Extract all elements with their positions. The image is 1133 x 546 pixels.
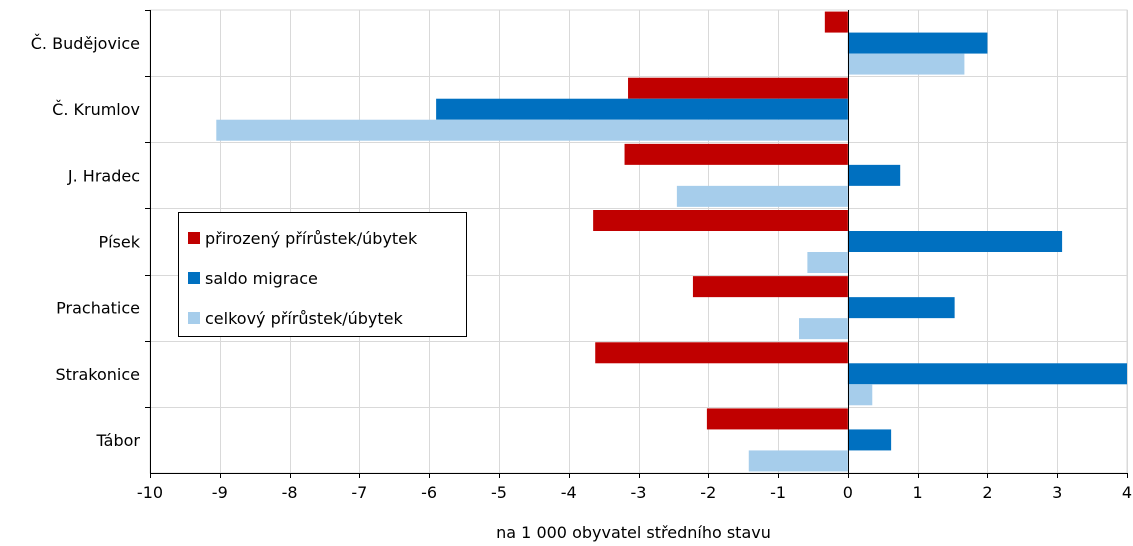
bar: [595, 342, 848, 364]
category-label: J. Hradec: [67, 166, 140, 185]
x-axis-title: na 1 000 obyvatel středního stavu: [496, 523, 771, 542]
bar: [847, 429, 892, 451]
bars: [216, 11, 1127, 472]
x-tick-label: -7: [351, 483, 367, 502]
x-tick-label: 3: [1052, 483, 1062, 502]
bar: [436, 98, 848, 120]
bar: [847, 32, 988, 54]
legend-swatch: [188, 272, 200, 284]
x-tick-label: -2: [700, 483, 716, 502]
x-tick-label: -5: [491, 483, 507, 502]
category-label: Strakonice: [55, 365, 140, 384]
bar: [624, 143, 848, 165]
category-label: Č. Budějovice: [31, 34, 140, 53]
bar: [593, 210, 848, 231]
category-label: Písek: [98, 233, 140, 252]
category-labels: Č. Budějovice Č. Krumlov J. Hradec Písek Pra…: [31, 34, 141, 450]
bar: [824, 11, 848, 33]
x-tick-label: -6: [421, 483, 437, 502]
x-tick-labels: -10 -9 -8 -7 -6 -5 -4 -3 -2 -1 0 1 2 3 4: [137, 483, 1132, 502]
bar: [847, 297, 955, 319]
bar: [807, 252, 848, 273]
bar: [847, 53, 965, 75]
legend-label: přirozený přírůstek/úbytek: [205, 229, 418, 248]
x-tick-label: -3: [631, 483, 647, 502]
bar: [847, 363, 1127, 385]
bar: [676, 185, 848, 207]
legend: přirozený přírůstek/úbytek saldo migrace c…: [178, 212, 467, 337]
bar: [706, 408, 848, 430]
bar: [216, 119, 848, 141]
category-label: Č. Krumlov: [52, 100, 140, 119]
x-tick-label: -1: [770, 483, 786, 502]
legend-swatch: [188, 312, 200, 324]
x-tick-label: -10: [137, 483, 163, 502]
category-label: Tábor: [96, 431, 141, 450]
legend-label: saldo migrace: [205, 269, 318, 288]
bar: [628, 77, 848, 99]
bar: [748, 450, 848, 472]
x-tick-label: 2: [982, 483, 992, 502]
x-tick-label: 1: [913, 483, 923, 502]
bar: [847, 384, 873, 406]
legend-swatch: [188, 232, 200, 244]
x-tick-label: -4: [561, 483, 577, 502]
bar: [692, 276, 848, 298]
legend-box: [178, 212, 467, 337]
legend-label: celkový přírůstek/úbytek: [205, 309, 403, 328]
x-tick-label: -9: [212, 483, 228, 502]
x-tick-label: 4: [1122, 483, 1132, 502]
bar: [799, 318, 848, 340]
x-tick-label: -8: [282, 483, 298, 502]
bar: [847, 164, 901, 186]
category-label: Prachatice: [56, 299, 140, 318]
bar: [847, 231, 1063, 252]
x-tick-label: 0: [843, 483, 853, 502]
axes: [145, 10, 1128, 478]
